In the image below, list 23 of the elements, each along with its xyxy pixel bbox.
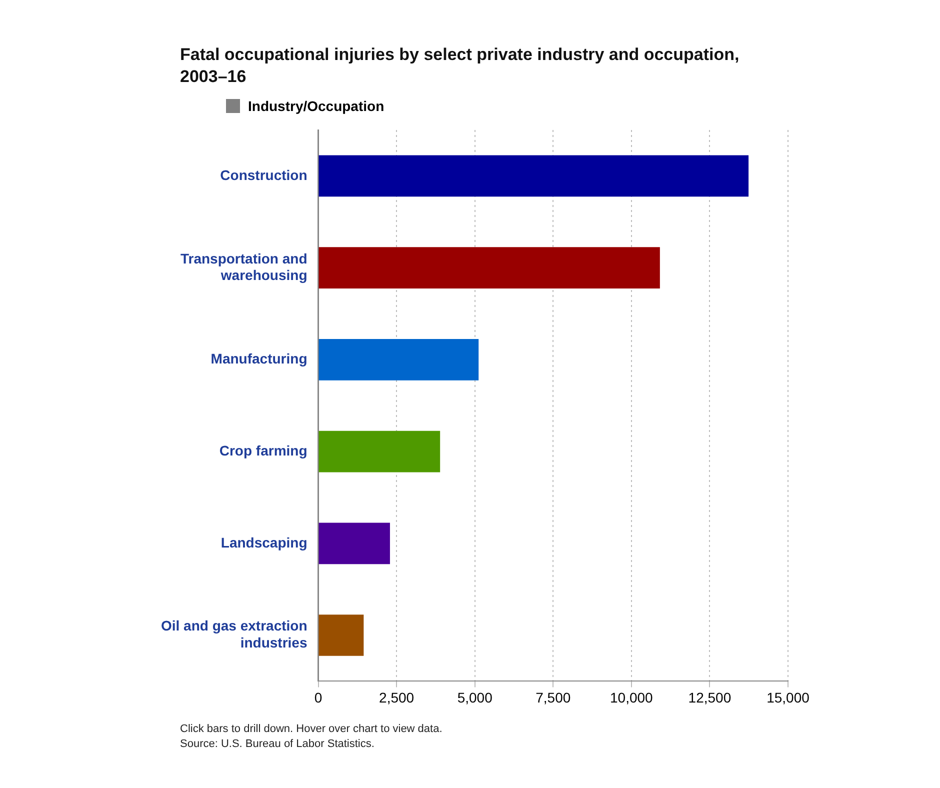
y-tick-label: Manufacturing	[210, 350, 308, 367]
text: Click bars to drill down. Hover over chart to view data.	[180, 722, 442, 737]
y-tick-label: Transportation and warehousing	[180, 250, 308, 284]
y-tick-label: Construction	[220, 166, 308, 183]
x-tick-label: 5,000	[457, 689, 493, 706]
x-tick-label: 12,500	[688, 689, 732, 706]
x-tick-label: 7,500	[536, 689, 571, 706]
bar	[318, 430, 440, 472]
source-note: Source: U.S. Bureau of Labor Statistics.	[180, 737, 376, 752]
bar	[318, 522, 390, 564]
chart-title: Fatal occupational injuries by select private industry and occupation, 2003–16	[180, 44, 740, 88]
y-tick-label: Crop farming	[219, 442, 308, 458]
bar	[318, 155, 749, 197]
text: Industry/Occupation	[248, 98, 384, 114]
x-tick-label: 0	[314, 689, 322, 706]
x-tick-label: 2,500	[379, 689, 414, 706]
y-tick-label: Oil and gas extraction industries	[160, 618, 308, 651]
bar	[318, 614, 364, 656]
x-tick-label: 10,000	[610, 689, 654, 706]
bar	[318, 338, 479, 380]
y-tick-label: Landscaping	[220, 534, 308, 550]
bar	[318, 247, 660, 288]
x-tick-label: 15,000	[766, 689, 810, 706]
